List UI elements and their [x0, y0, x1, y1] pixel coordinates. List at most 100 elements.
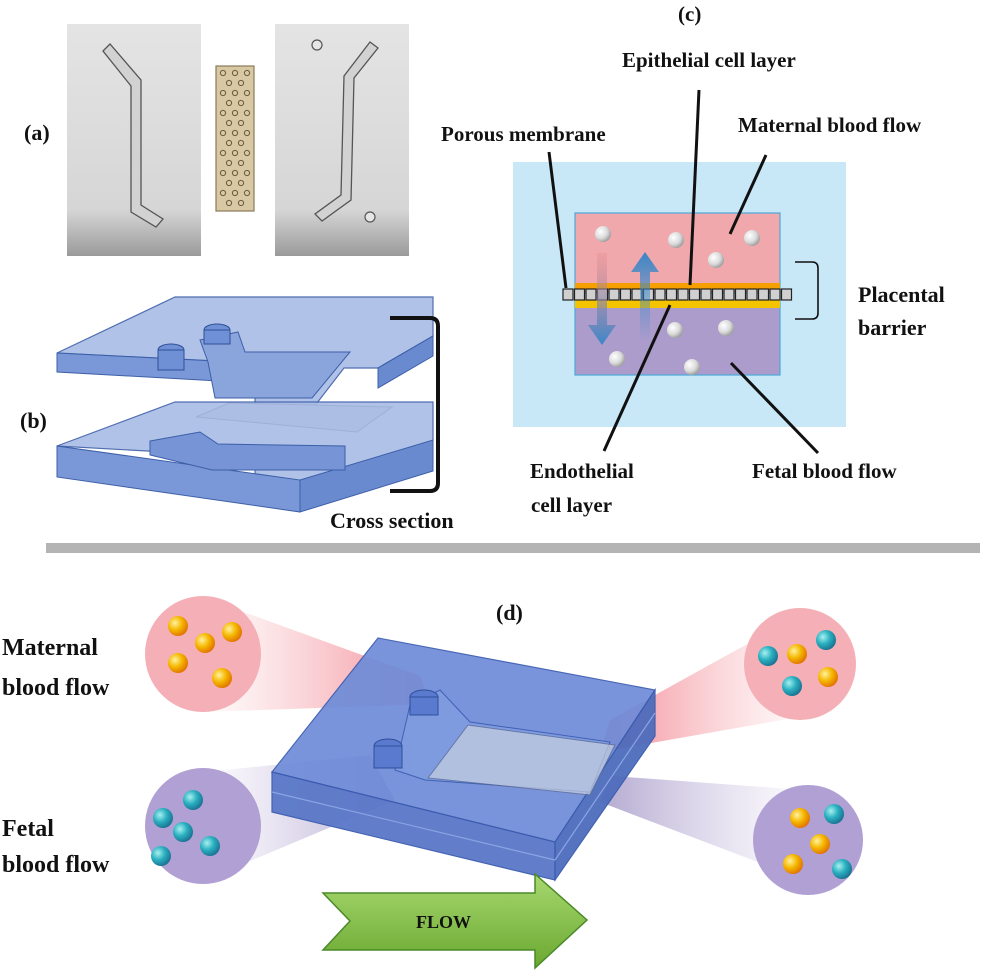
right-plate-channel [314, 41, 379, 222]
fetal-label-d-1: Fetal [2, 816, 54, 842]
blood-cell [151, 846, 171, 866]
section-divider [46, 543, 980, 553]
blood-cell [195, 633, 215, 653]
up-arrow [631, 252, 659, 342]
membrane-pore [219, 129, 227, 137]
top-chip-port-1-wall [203, 329, 231, 345]
blood-cell [212, 668, 232, 688]
panel-b: (b) Cross section [20, 296, 454, 533]
membrane-cells [562, 288, 793, 301]
panel-c: (c) Epithelial cell layer Porous membran… [441, 2, 945, 517]
fetal-chamber [574, 300, 781, 376]
placental-bracket [795, 261, 819, 320]
membrane-pore [225, 79, 233, 87]
chip-side-face [554, 687, 656, 882]
epithelial-layer [575, 283, 780, 290]
blood-cells-c [595, 226, 760, 375]
blood-cell [782, 676, 802, 696]
membrane-pore [231, 89, 239, 97]
leader-epithelial [688, 89, 701, 286]
membrane-pore-cell [734, 288, 747, 301]
membrane-pore [243, 129, 251, 137]
fetal-out-beam [600, 776, 805, 880]
membrane-pore [231, 109, 239, 117]
chip-membrane [427, 724, 616, 796]
blood-cell [744, 230, 760, 246]
maternal-label-c: Maternal blood flow [738, 113, 922, 137]
placental-label-1: Placental [858, 282, 945, 307]
blood-cell [183, 790, 203, 810]
flow-arrow [321, 872, 589, 970]
outlet-hole [364, 211, 376, 223]
blood-cell [816, 630, 836, 650]
blood-cell [667, 322, 683, 338]
panel-a: (a) [24, 24, 409, 256]
membrane-pore [231, 149, 239, 157]
maternal-out-circle [744, 608, 856, 720]
chip-layer-line [271, 791, 556, 861]
membrane-pore [219, 89, 227, 97]
membrane-pore [219, 149, 227, 157]
membrane-pore-cell [688, 288, 701, 301]
left-plate-channel [102, 43, 164, 228]
blood-cell [595, 226, 611, 242]
membrane-pore [225, 99, 233, 107]
panel-d-label: (d) [496, 600, 523, 625]
membrane-pore-cell [700, 288, 712, 301]
top-chip-port-2-wall [157, 349, 185, 371]
panel-c-label: (c) [678, 2, 701, 26]
chip-port-1-wall [409, 696, 439, 716]
leader-porous [547, 151, 568, 289]
membrane-pore-cell [677, 288, 689, 301]
blood-cell [832, 859, 852, 879]
blood-cell [818, 667, 838, 687]
maternal-label-d-2: blood flow [2, 675, 110, 701]
chip-layer-line-side [554, 712, 656, 861]
blood-cell [684, 359, 700, 375]
membrane-pore [231, 69, 239, 77]
membrane-pore-cell [608, 288, 620, 301]
inlet-hole [311, 39, 323, 51]
fetal-label-c: Fetal blood flow [752, 459, 897, 483]
blood-cell [783, 854, 803, 874]
endothelial-label-2: cell layer [531, 493, 612, 517]
chip-port-2-wall [373, 745, 403, 769]
panel-d: (d) Maternal blood flow Fetal blood flow… [2, 596, 863, 970]
blood-cell [824, 804, 844, 824]
membrane-pore-cell [573, 288, 586, 301]
blood-cell [790, 808, 810, 828]
cross-section-bracket [390, 316, 440, 493]
membrane-pore [243, 109, 251, 117]
membrane-pore [219, 69, 227, 77]
membrane-pore [225, 119, 233, 127]
membrane-pore-cell [757, 288, 770, 301]
membrane-pore [243, 189, 251, 197]
membrane-pore [225, 199, 233, 207]
blood-cells-d [151, 616, 852, 879]
blood-cell [708, 252, 724, 268]
membrane-pore-cell [711, 288, 724, 301]
placental-label-2: barrier [858, 315, 927, 340]
membrane-pore [237, 79, 245, 87]
membrane-pore [225, 159, 233, 167]
maternal-in-circle [145, 596, 261, 712]
blood-cell [787, 644, 807, 664]
blood-cell [609, 351, 625, 367]
top-chip-side-face [377, 335, 434, 389]
fetal-out-circle [753, 785, 863, 895]
membrane-pore-cell [654, 288, 666, 301]
blood-cell [758, 646, 778, 666]
membrane-pore [243, 89, 251, 97]
blood-cell [810, 834, 830, 854]
membrane-pore-cell [562, 288, 574, 301]
membrane-pore [219, 109, 227, 117]
epithelial-label: Epithelial cell layer [622, 48, 796, 72]
panel-b-label: (b) [20, 408, 47, 433]
blood-cell [153, 808, 173, 828]
endothelial-label-1: Endothelial [530, 459, 634, 483]
membrane-pore [231, 189, 239, 197]
leader-maternal [728, 154, 768, 235]
membrane-pore [225, 139, 233, 147]
membrane-pore-cell [723, 288, 735, 301]
